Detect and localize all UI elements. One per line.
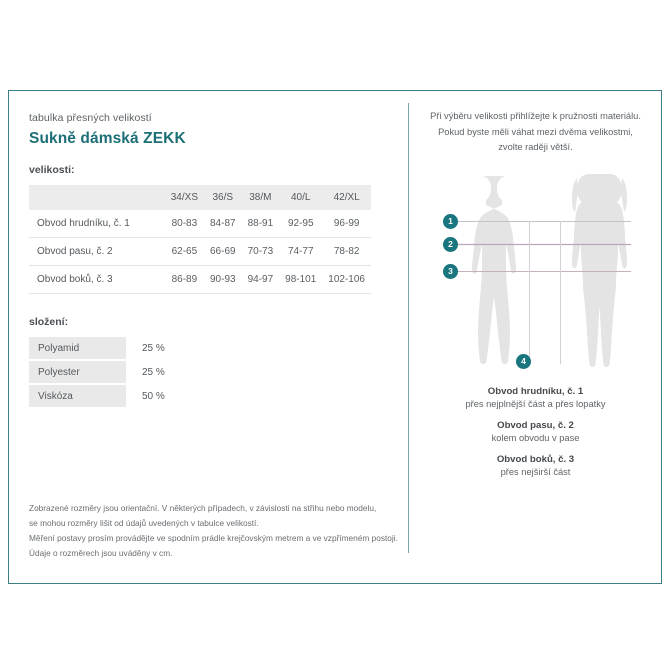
marker-4: 4 bbox=[516, 353, 531, 369]
list-item: Polyester 25 % bbox=[29, 361, 212, 385]
measure-value: 70-73 bbox=[241, 237, 280, 266]
measure-value: 84-87 bbox=[204, 210, 242, 238]
legend-desc: přes nejplnější část a přes lopatky bbox=[465, 398, 606, 409]
size-table-corner-header bbox=[29, 185, 165, 210]
legend-item-chest: Obvod hrudníku, č. 1 přes nejplnější čás… bbox=[419, 386, 652, 409]
list-item: Viskóza 50 % bbox=[29, 385, 212, 409]
material-percent: 25 % bbox=[126, 361, 212, 385]
material-name: Viskóza bbox=[29, 385, 126, 409]
legend-title: Obvod hrudníku, č. 1 bbox=[487, 385, 584, 397]
footnote-line: se mohou rozměry lišit od údajů uvedenýc… bbox=[29, 518, 259, 528]
body-measurement-illustration: 1 2 3 4 bbox=[419, 164, 652, 376]
intro-line: Při výběru velikosti přihlížejte k pružn… bbox=[430, 111, 641, 121]
measure-value: 86-89 bbox=[164, 265, 204, 294]
measure-value: 62-65 bbox=[164, 237, 204, 266]
intro-line: Pokud byste měli váhat mezi dvěma veliko… bbox=[438, 126, 633, 137]
composition-label: složení: bbox=[29, 316, 69, 328]
sizes-label: velikosti: bbox=[29, 164, 75, 176]
size-column-header: 34/XS bbox=[164, 185, 204, 210]
left-panel: tabulka přesných velikostí Sukně dámská … bbox=[9, 91, 408, 583]
footnote-text: Zobrazené rozměry jsou orientační. V něk… bbox=[29, 501, 398, 561]
legend-title: Obvod pasu, č. 2 bbox=[497, 419, 574, 431]
legend-item-waist: Obvod pasu, č. 2 kolem obvodu v pase bbox=[419, 420, 652, 443]
measure-value: 88-91 bbox=[241, 210, 280, 238]
measure-value: 74-77 bbox=[279, 237, 323, 266]
size-table-body: Obvod hrudníku, č. 1 80-83 84-87 88-91 9… bbox=[29, 210, 371, 294]
measure-label: Obvod boků, č. 3 bbox=[29, 265, 165, 294]
material-percent: 25 % bbox=[126, 337, 212, 361]
measure-value: 102-106 bbox=[322, 265, 371, 294]
table-row: Obvod boků, č. 3 86-89 90-93 94-97 98-10… bbox=[29, 265, 371, 294]
measure-value: 90-93 bbox=[204, 265, 242, 294]
size-column-header: 36/S bbox=[204, 185, 242, 210]
legend-item-hips: Obvod boků, č. 3 přes nejširší část bbox=[419, 454, 652, 477]
list-item: Polyamid 25 % bbox=[29, 337, 212, 361]
size-column-header: 40/L bbox=[279, 185, 323, 210]
legend-desc: kolem obvodu v pase bbox=[491, 432, 580, 443]
measure-value: 94-97 bbox=[241, 265, 280, 294]
measure-value: 66-69 bbox=[204, 237, 242, 266]
footnote-line: Měření postavy prosím provádějte ve spod… bbox=[29, 533, 398, 543]
material-name: Polyester bbox=[29, 361, 126, 385]
measure-value: 78-82 bbox=[322, 237, 371, 266]
measure-value: 92-95 bbox=[279, 210, 323, 238]
size-column-header: 42/XL bbox=[322, 185, 371, 210]
composition-table: Polyamid 25 % Polyester 25 % Viskóza 50 … bbox=[29, 337, 212, 409]
page-title: Sukně dámská ZEKK bbox=[29, 130, 186, 147]
legend-desc: přes nejširší část bbox=[500, 466, 571, 477]
size-column-header: 38/M bbox=[241, 185, 280, 210]
table-row: Obvod pasu, č. 2 62-65 66-69 70-73 74-77… bbox=[29, 237, 371, 266]
measure-value: 80-83 bbox=[164, 210, 204, 238]
marker-3: 3 bbox=[443, 263, 458, 279]
size-table: 34/XS 36/S 38/M 40/L 42/XL Obvod hrudník… bbox=[29, 185, 371, 294]
body-figures-svg bbox=[452, 173, 631, 367]
right-panel: Při výběru velikosti přihlížejte k pružn… bbox=[409, 91, 662, 583]
marker-1: 1 bbox=[443, 213, 458, 229]
measure-label: Obvod pasu, č. 2 bbox=[29, 237, 165, 266]
table-row: Obvod hrudníku, č. 1 80-83 84-87 88-91 9… bbox=[29, 210, 371, 238]
panel-divider bbox=[408, 103, 409, 553]
material-percent: 50 % bbox=[126, 385, 212, 409]
intro-text: Při výběru velikosti přihlížejte k pružn… bbox=[419, 109, 652, 156]
measure-value: 98-101 bbox=[279, 265, 323, 294]
material-name: Polyamid bbox=[29, 337, 126, 361]
size-chart-card: tabulka přesných velikostí Sukně dámská … bbox=[8, 90, 662, 584]
marker-2: 2 bbox=[443, 236, 458, 252]
footnote-line: Údaje o rozměrech jsou uváděny v cm. bbox=[29, 548, 173, 558]
intro-line: zvolte raději větší. bbox=[498, 142, 573, 152]
kicker-text: tabulka přesných velikostí bbox=[29, 112, 152, 124]
male-figure-icon bbox=[472, 175, 516, 364]
measure-value: 96-99 bbox=[322, 210, 371, 238]
measure-label: Obvod hrudníku, č. 1 bbox=[29, 210, 165, 238]
footnote-line: Zobrazené rozměry jsou orientační. V něk… bbox=[29, 503, 377, 513]
size-table-header-row: 34/XS 36/S 38/M 40/L 42/XL bbox=[29, 185, 371, 210]
size-table-head: 34/XS 36/S 38/M 40/L 42/XL bbox=[29, 185, 371, 210]
female-figure-icon bbox=[572, 173, 627, 367]
legend-title: Obvod boků, č. 3 bbox=[496, 453, 575, 465]
